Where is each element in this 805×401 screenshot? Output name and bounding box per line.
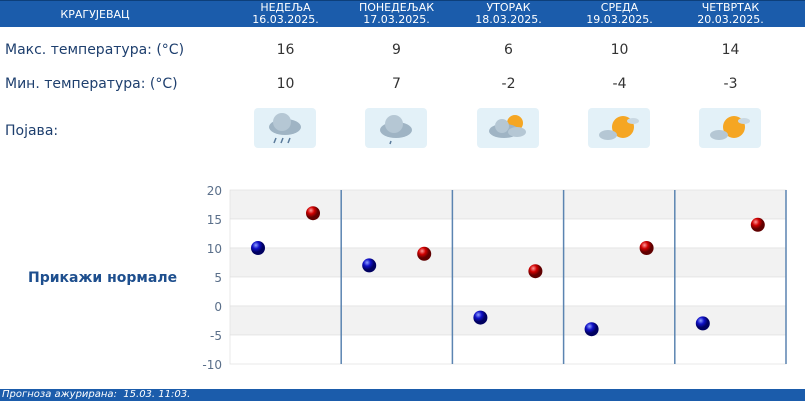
max-temp-value: 16 bbox=[276, 42, 295, 58]
sun-cloud-icon bbox=[588, 108, 650, 148]
day-name: ПОНЕДЕЉАК bbox=[358, 1, 435, 14]
max-temp-value: 9 bbox=[392, 42, 401, 58]
day-header: НЕДЕЉА 16.03.2025. bbox=[230, 2, 341, 26]
y-tick-label: 20 bbox=[207, 184, 222, 198]
max-temp-value: 10 bbox=[610, 42, 629, 58]
min-temp-value: -2 bbox=[501, 76, 516, 92]
temperature-chart: 20 15 10 5 0 -5 -10 bbox=[202, 184, 787, 372]
footer-updated: Прогноза ажурирана: 15.03. 11:03. bbox=[0, 389, 805, 401]
grid-band bbox=[229, 189, 787, 220]
day-header: СРЕДА 19.03.2025. bbox=[564, 2, 675, 26]
phenomenon-label: Појава: bbox=[5, 123, 59, 139]
rain-cloud-icon bbox=[254, 108, 316, 148]
day-name: ЧЕТВРТАК bbox=[701, 1, 760, 14]
day-name: НЕДЕЉА bbox=[260, 1, 311, 14]
day-date: 17.03.2025. bbox=[363, 13, 430, 26]
day-name: СРЕДА bbox=[600, 1, 639, 14]
day-date: 20.03.2025. bbox=[697, 13, 764, 26]
partly-cloudy-icon bbox=[477, 108, 539, 148]
max-temp-label: Макс. температура: (°C) bbox=[5, 42, 185, 58]
min-temp-value: -4 bbox=[612, 76, 627, 92]
day-header: ПОНЕДЕЉАК 17.03.2025. bbox=[341, 2, 452, 26]
cloud-icon bbox=[365, 108, 427, 148]
grid-band bbox=[229, 305, 787, 336]
grid-band bbox=[229, 218, 787, 249]
grid-band bbox=[229, 276, 787, 307]
day-date: 19.03.2025. bbox=[586, 13, 653, 26]
header-bar: КРАГУЈЕВАЦ НЕДЕЉА 16.03.2025. ПОНЕДЕЉАК 17.… bbox=[0, 0, 805, 27]
day-header: УТОРАК 18.03.2025. bbox=[453, 2, 564, 26]
min-temp-point bbox=[362, 258, 377, 273]
min-temp-value: 7 bbox=[392, 76, 401, 92]
city-name: КРАГУЈЕВАЦ bbox=[60, 8, 130, 21]
min-temp-value: 10 bbox=[276, 76, 295, 92]
y-tick-label: -5 bbox=[210, 329, 222, 343]
min-temp-point bbox=[695, 316, 710, 331]
max-temp-point bbox=[417, 246, 432, 261]
day-name: УТОРАК bbox=[486, 1, 531, 14]
min-temp-label: Мин. температура: (°C) bbox=[5, 76, 178, 92]
min-temp-value: -3 bbox=[723, 76, 738, 92]
max-temp-value: 14 bbox=[721, 42, 740, 58]
day-date: 18.03.2025. bbox=[475, 13, 542, 26]
grid-band bbox=[229, 247, 787, 278]
y-tick-label: 5 bbox=[214, 271, 222, 285]
y-tick-label: 15 bbox=[207, 213, 222, 227]
min-temp-point bbox=[251, 241, 265, 255]
max-temp-value: 6 bbox=[504, 42, 513, 58]
y-tick-label: 10 bbox=[207, 242, 222, 256]
day-date: 16.03.2025. bbox=[252, 13, 319, 26]
show-normals-link[interactable]: Прикажи нормале bbox=[28, 270, 178, 286]
y-tick-label: -10 bbox=[202, 358, 222, 372]
min-temp-point bbox=[584, 322, 599, 337]
max-temp-point bbox=[750, 217, 765, 232]
day-header: ЧЕТВРТАК 20.03.2025. bbox=[675, 2, 786, 26]
sun-cloud-icon bbox=[699, 108, 761, 148]
min-temp-point bbox=[473, 310, 488, 325]
max-temp-point bbox=[306, 206, 320, 221]
max-temp-point bbox=[528, 264, 543, 279]
grid-band bbox=[229, 334, 787, 365]
max-temp-point bbox=[639, 241, 654, 255]
y-tick-label: 0 bbox=[214, 300, 222, 314]
